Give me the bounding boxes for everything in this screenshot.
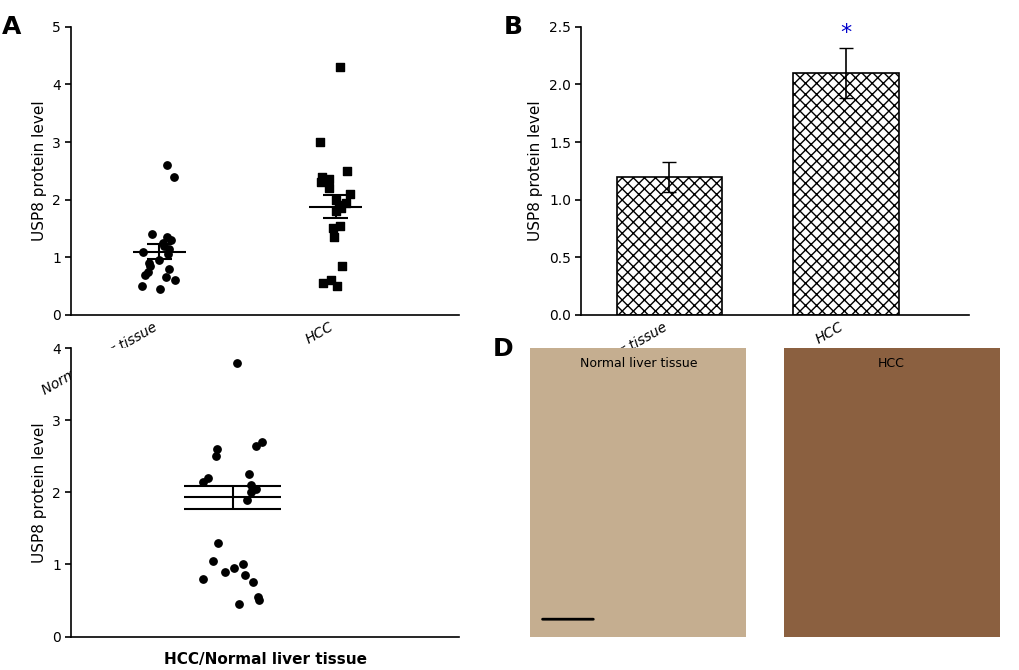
Point	[248, 440, 264, 451]
Point	[142, 261, 158, 271]
Point	[240, 469, 257, 480]
Point	[311, 137, 327, 147]
Point	[205, 555, 221, 566]
Point	[230, 599, 247, 610]
Text: D: D	[492, 337, 513, 361]
Y-axis label: USP8 protein level: USP8 protein level	[32, 100, 47, 241]
Point	[133, 281, 150, 291]
Point	[315, 278, 331, 289]
Point	[158, 272, 174, 283]
Point	[333, 261, 350, 271]
Point	[195, 574, 211, 584]
Point	[152, 283, 168, 294]
Point	[338, 165, 355, 176]
Point	[200, 473, 216, 484]
X-axis label: HCC/Normal liver tissue: HCC/Normal liver tissue	[163, 653, 367, 667]
Point	[162, 234, 178, 245]
Point	[217, 566, 233, 577]
Point	[141, 258, 157, 269]
Point	[234, 559, 251, 570]
Point	[338, 197, 355, 208]
Point	[328, 194, 344, 205]
Point	[167, 275, 183, 285]
Point	[226, 563, 243, 574]
Point	[195, 476, 211, 487]
Point	[208, 451, 224, 462]
Point	[156, 241, 172, 251]
Point	[341, 188, 358, 199]
Point	[321, 183, 337, 194]
Bar	[792, 73, 898, 315]
Point	[254, 437, 270, 448]
Point	[151, 255, 167, 265]
Point	[161, 243, 177, 254]
Point	[155, 238, 171, 249]
Point	[314, 172, 330, 182]
Point	[140, 266, 156, 277]
Point	[236, 570, 253, 581]
Point	[320, 174, 336, 185]
Point	[331, 200, 347, 211]
Y-axis label: USP8 protein level: USP8 protein level	[528, 100, 543, 241]
Point	[159, 232, 175, 243]
Point	[329, 281, 345, 291]
Bar	[616, 177, 721, 315]
Point	[160, 249, 176, 260]
Point	[328, 206, 344, 216]
Y-axis label: USP8 protein level: USP8 protein level	[32, 422, 47, 563]
Point	[245, 577, 261, 588]
Point	[313, 177, 329, 188]
Point	[251, 595, 267, 606]
Point	[323, 275, 339, 285]
Point	[210, 537, 226, 548]
Point	[332, 203, 348, 214]
Point	[166, 172, 182, 182]
Point	[250, 592, 266, 602]
Point	[228, 358, 245, 369]
Bar	[530, 348, 746, 636]
Point	[159, 159, 175, 170]
Point	[160, 263, 176, 274]
Point	[209, 444, 225, 455]
Text: Normal liver tissue: Normal liver tissue	[579, 357, 696, 370]
Point	[144, 229, 160, 240]
Text: HCC: HCC	[877, 357, 904, 370]
Text: A: A	[2, 15, 21, 40]
Point	[325, 232, 341, 243]
Point	[331, 62, 347, 72]
Bar	[783, 348, 999, 636]
Point	[325, 223, 341, 234]
Point	[331, 220, 347, 231]
Point	[137, 269, 153, 280]
Point	[243, 487, 259, 498]
Text: *: *	[840, 23, 851, 43]
Point	[243, 480, 259, 490]
Point	[248, 484, 264, 494]
Point	[135, 246, 151, 257]
Point	[238, 494, 255, 505]
Bar	[746, 348, 783, 636]
Text: B: B	[503, 15, 523, 40]
